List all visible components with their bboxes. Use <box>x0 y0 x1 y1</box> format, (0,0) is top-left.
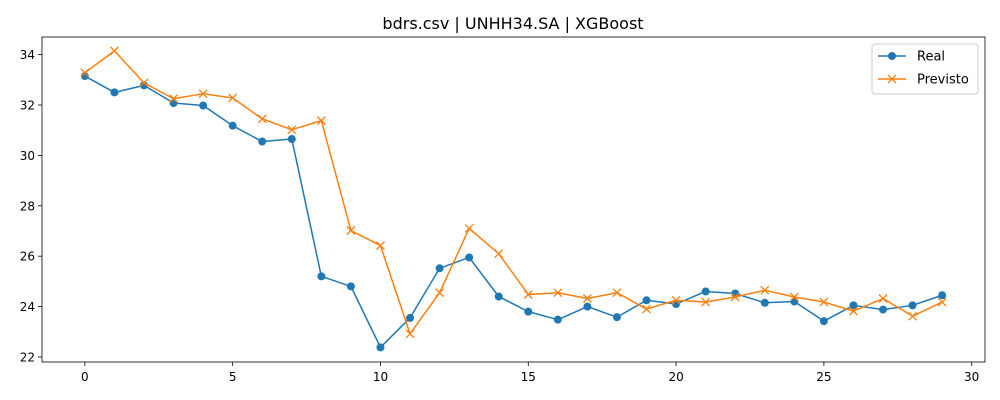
data-point <box>199 101 208 110</box>
data-point <box>819 297 829 307</box>
data-point <box>789 292 799 302</box>
legend-label: Real <box>917 50 945 65</box>
series-previsto <box>80 46 947 339</box>
data-point <box>612 313 621 322</box>
data-point <box>524 307 533 316</box>
data-point <box>139 78 149 88</box>
data-point <box>494 249 504 259</box>
data-point <box>346 226 356 235</box>
y-tick-label: 32 <box>20 99 35 113</box>
data-point <box>908 301 917 310</box>
data-point <box>553 288 563 298</box>
data-point <box>878 294 888 303</box>
data-point <box>198 89 208 99</box>
data-point <box>169 94 179 104</box>
data-point <box>553 315 562 324</box>
legend-entry: Real <box>878 50 945 65</box>
y-tick-label: 34 <box>20 48 35 62</box>
data-point <box>583 302 592 311</box>
data-point <box>879 305 888 314</box>
data-point <box>169 99 178 108</box>
data-point <box>908 311 918 321</box>
data-point <box>317 272 326 281</box>
data-point <box>790 297 799 306</box>
data-point <box>80 68 90 78</box>
data-point <box>612 288 622 298</box>
data-point <box>228 121 237 130</box>
data-point <box>258 137 267 146</box>
legend: Real Previsto <box>871 43 979 95</box>
x-tick-label: 20 <box>668 370 683 384</box>
data-point <box>701 297 711 307</box>
x-tick-label: 30 <box>964 370 979 384</box>
data-point <box>109 46 119 56</box>
legend-marker <box>887 74 897 84</box>
y-tick-label: 28 <box>20 199 35 213</box>
data-point <box>701 287 710 296</box>
data-point <box>228 93 238 103</box>
x-tick-label: 5 <box>229 370 237 384</box>
data-point <box>523 290 533 299</box>
y-tick-label: 24 <box>20 300 35 314</box>
plot-area <box>41 36 986 363</box>
x-tick-label: 25 <box>816 370 831 384</box>
data-point <box>287 125 297 135</box>
data-point <box>110 88 119 97</box>
legend-label: Previsto <box>917 73 969 88</box>
y-tick-label: 30 <box>20 149 35 163</box>
series-real <box>80 72 947 352</box>
x-tick-label: 0 <box>81 370 89 384</box>
x-tick-label: 10 <box>373 370 388 384</box>
data-point <box>760 285 770 295</box>
data-point <box>257 114 267 124</box>
data-point <box>316 116 326 126</box>
data-point <box>435 264 444 273</box>
y-axis: 22 24 26 28 30 32 34 <box>20 48 42 364</box>
data-point <box>376 241 385 251</box>
chart-title: bdrs.csv | UNHH34.SA | XGBoost <box>382 14 643 33</box>
data-point <box>346 282 355 291</box>
data-point <box>849 301 858 310</box>
data-point <box>848 306 858 316</box>
data-point <box>671 295 681 305</box>
x-tick-label: 15 <box>521 370 536 384</box>
legend-marker <box>888 52 896 60</box>
y-tick-label: 22 <box>20 350 35 364</box>
data-point <box>464 224 474 233</box>
plot-frame <box>41 36 986 363</box>
data-point <box>642 304 651 314</box>
series-line-real <box>84 75 943 349</box>
data-point <box>376 343 385 352</box>
x-axis: 0 5 10 15 20 25 30 <box>81 362 979 384</box>
y-tick-label: 26 <box>20 250 35 264</box>
data-point <box>405 329 415 339</box>
data-point <box>582 294 592 303</box>
data-point <box>406 313 415 322</box>
data-point <box>819 317 828 326</box>
data-point <box>937 297 947 307</box>
data-point <box>494 292 503 301</box>
data-point <box>938 291 947 300</box>
data-point <box>730 292 740 302</box>
data-point <box>760 298 769 307</box>
series-line-previsto <box>84 50 943 335</box>
data-point <box>465 253 474 262</box>
data-point <box>435 288 445 298</box>
legend-entry: Previsto <box>878 73 969 88</box>
data-point <box>642 296 651 305</box>
data-point <box>287 135 296 144</box>
series-layer <box>80 46 947 352</box>
